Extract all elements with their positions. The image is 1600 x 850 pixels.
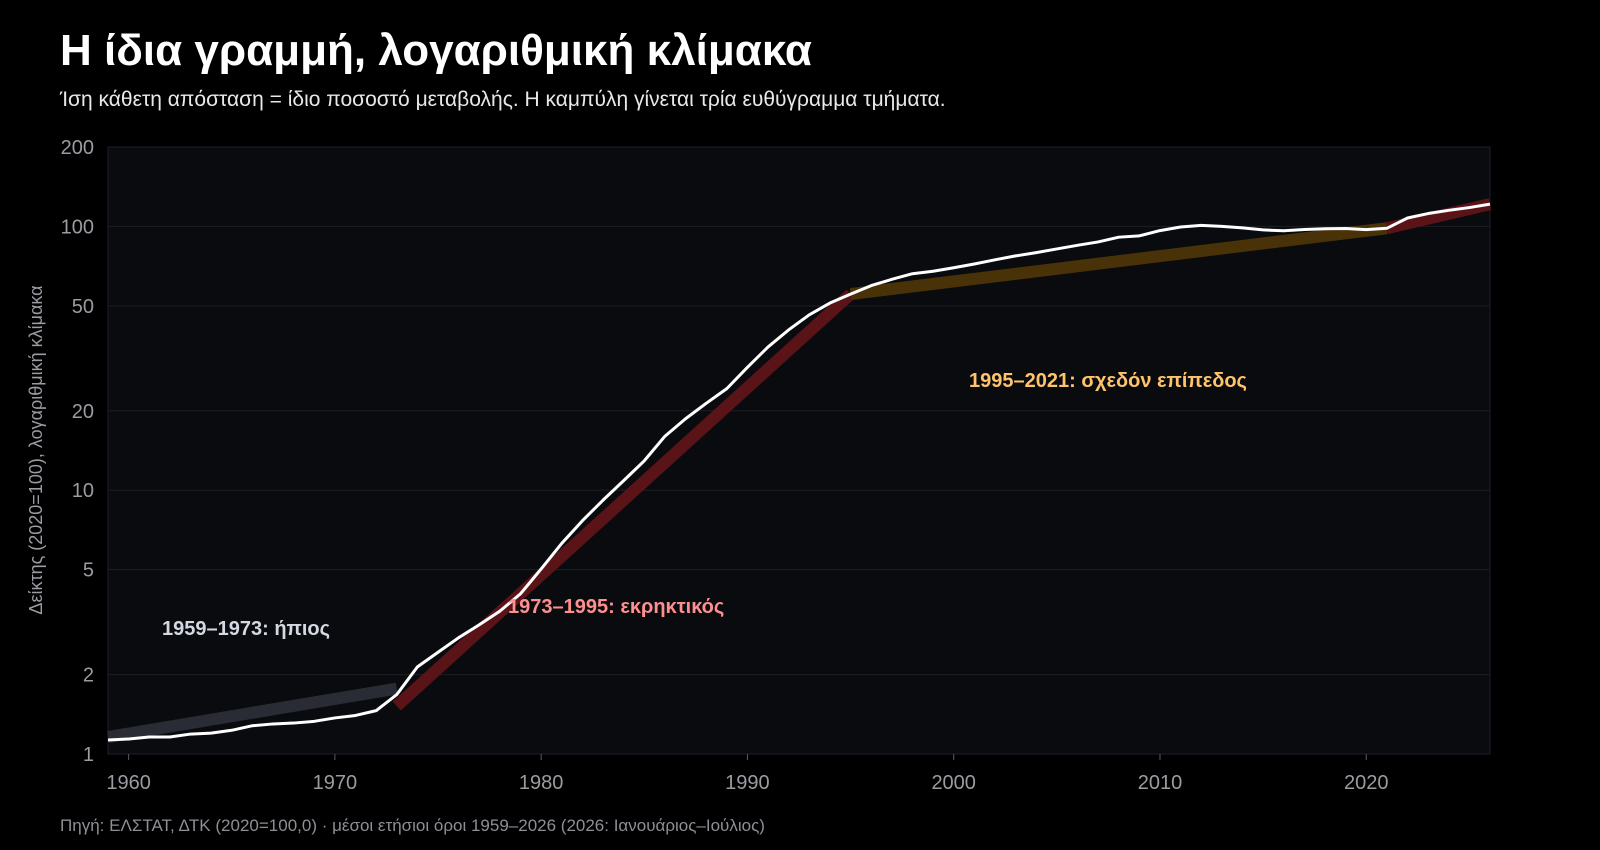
y-tick-label: 100 bbox=[61, 216, 94, 238]
cpi-series-line bbox=[107, 202, 1491, 742]
y-axis-label: Δείκτης (2020=100), λογαριθμική κλίμακα bbox=[26, 285, 46, 614]
trend-band-1 bbox=[107, 682, 398, 743]
y-tick-label: 200 bbox=[61, 137, 94, 159]
x-tick-label: 1970 bbox=[313, 772, 358, 794]
page-subtitle: Ίση κάθετη απόσταση = ίδιο ποσοστό μεταβ… bbox=[60, 88, 946, 111]
y-tick-label: 10 bbox=[72, 480, 94, 502]
x-axis-ticks: 1960 1970 1980 1990 2000 2010 2020 bbox=[106, 754, 1388, 794]
plot-border bbox=[107, 146, 1491, 755]
y-tick-label: 2 bbox=[83, 665, 94, 687]
y-tick-label: 1 bbox=[83, 744, 94, 766]
y-tick-label: 20 bbox=[72, 401, 94, 423]
trend-bands bbox=[107, 198, 1492, 743]
annotation-segment-1: 1959–1973: ήπιος bbox=[162, 618, 330, 640]
x-tick-label: 1960 bbox=[106, 772, 151, 794]
y-tick-label: 50 bbox=[72, 296, 94, 318]
x-tick-label: 1980 bbox=[519, 772, 564, 794]
y-tick-label: 5 bbox=[83, 560, 94, 582]
source-note: Πηγή: ΕΛΣΤΑΤ, ΔΤΚ (2020=100,0) · μέσοι ε… bbox=[60, 816, 765, 835]
x-tick-label: 2010 bbox=[1138, 772, 1183, 794]
annotation-segment-2: 1973–1995: εκρηκτικός bbox=[508, 596, 724, 618]
page-title: Η ίδια γραμμή, λογαριθμική κλίμακα bbox=[60, 26, 812, 75]
grid-lines bbox=[107, 146, 1491, 755]
x-tick-label: 2000 bbox=[931, 772, 976, 794]
trend-band-2 bbox=[392, 289, 855, 711]
annotation-segment-3: 1995–2021: σχεδόν επίπεδος bbox=[969, 370, 1247, 392]
x-tick-label: 2020 bbox=[1344, 772, 1389, 794]
y-axis-ticks: 1 2 5 10 20 50 100 200 bbox=[61, 137, 94, 766]
x-tick-label: 1990 bbox=[725, 772, 770, 794]
trend-band-3 bbox=[849, 222, 1388, 301]
